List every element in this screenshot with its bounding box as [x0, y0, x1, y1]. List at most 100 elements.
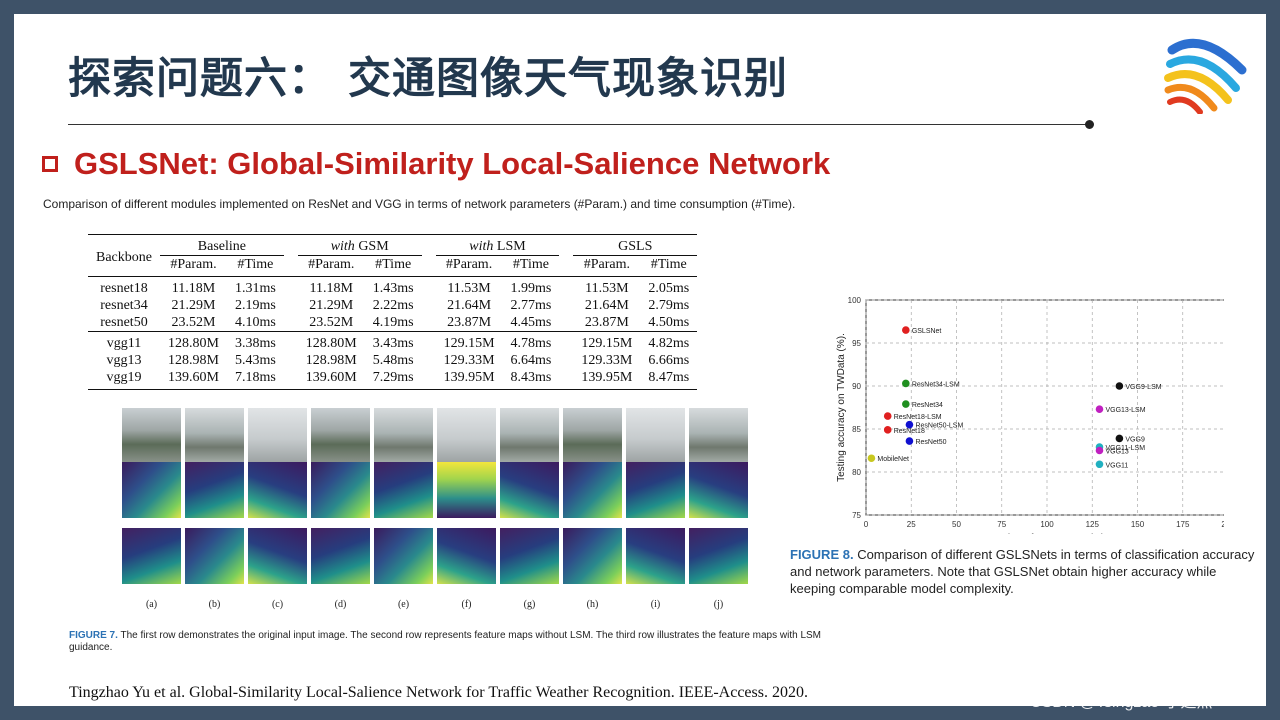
feature-map: [626, 462, 685, 518]
feature-map: [437, 462, 496, 518]
data-point: [1095, 405, 1104, 414]
divider-dot: [1085, 120, 1094, 129]
point-label: ResNet34-LSM: [912, 381, 960, 388]
y-axis-label: Testing accuracy on TWData (%).: [836, 333, 847, 482]
table-cell: 1.31ms: [226, 276, 284, 297]
table-row: vgg19 139.60M 7.18ms 139.60M 7.29ms 139.95M 8.…: [88, 369, 698, 390]
plot-frame: [865, 299, 1224, 516]
feature-map: [311, 528, 370, 584]
x-tick-label: 150: [1131, 520, 1145, 529]
sublabel: (b): [208, 599, 221, 610]
feature-map: [626, 528, 685, 584]
point-label: MobileNet: [877, 456, 909, 463]
sublabel: (e): [397, 599, 410, 610]
feature-map: [689, 462, 748, 518]
table-header-row: Backbone Baseline with GSM with LSM GSLS: [88, 234, 698, 277]
table-row: resnet18 11.18M 1.31ms 11.18M 1.43ms 11.53M 1.…: [88, 276, 698, 297]
feature-map: [437, 528, 496, 584]
table-cell: 21.29M: [309, 298, 354, 313]
table-cell: 8.47ms: [640, 369, 698, 390]
sublabel: (a): [145, 599, 158, 610]
feature-map: [122, 528, 181, 584]
point-label: ResNet50-LSM: [915, 423, 963, 430]
feature-map: [122, 462, 181, 518]
x-tick-label: 125: [1086, 520, 1100, 529]
table-cell: 139.95M: [435, 369, 503, 390]
data-point: [883, 426, 892, 434]
table-cell: 129.33M: [443, 353, 495, 368]
sublabel: (i): [650, 599, 661, 610]
reference-citation: Tingzhao Yu et al. Global-Similarity Loc…: [69, 684, 808, 701]
backbone-cell: vgg11: [88, 331, 160, 352]
table-cell: 2.19ms: [234, 298, 276, 313]
table-cell: 3.43ms: [364, 331, 422, 352]
input-image: [374, 408, 433, 464]
table-cell: 4.78ms: [502, 331, 560, 352]
sublabel: (h): [586, 599, 599, 610]
table-cell: 11.53M: [435, 276, 503, 297]
x-tick-label: 75: [997, 520, 1006, 529]
table-cell: 2.77ms: [510, 298, 552, 313]
input-image: [500, 408, 559, 464]
backbone-cell: resnet50: [100, 315, 148, 330]
point-label: ResNet50: [915, 439, 946, 446]
lsm-feature-maps-row: [122, 528, 748, 584]
sublabel: (c): [271, 599, 284, 610]
data-point: [905, 437, 914, 445]
table-cell: 21.64M: [584, 298, 629, 313]
feature-map: [374, 528, 433, 584]
point-label: ResNet34: [912, 402, 943, 409]
table-cell: 11.53M: [573, 276, 641, 297]
backbone-cell: vgg13: [106, 353, 142, 368]
input-image: [563, 408, 622, 464]
table-cell: 4.45ms: [510, 315, 552, 330]
feature-map: [563, 528, 622, 584]
table-cell: 6.66ms: [648, 353, 690, 368]
input-image: [122, 408, 181, 464]
table-cell: 2.22ms: [372, 298, 414, 313]
logo-icon: [1164, 38, 1247, 114]
sublabel: (d): [334, 599, 347, 610]
data-point: [905, 420, 914, 429]
table-row: resnet34 21.29M 2.19ms 21.29M 2.22ms 21.64M 2.…: [88, 297, 697, 314]
table-cell: 4.82ms: [640, 331, 698, 352]
table-cell: 21.29M: [171, 298, 216, 313]
title-divider: [68, 124, 1088, 125]
feature-map: [500, 528, 559, 584]
sublabel: (f): [461, 599, 472, 610]
table-cell: 11.18M: [297, 276, 365, 297]
table-cell: 139.95M: [573, 369, 641, 390]
sublabel: (g): [523, 599, 536, 610]
table-cell: 3.38ms: [226, 331, 284, 352]
table-cell: 6.64ms: [510, 353, 552, 368]
table-cell: 129.33M: [581, 353, 633, 368]
data-point: [1095, 460, 1104, 469]
feature-map: [248, 528, 307, 584]
data-point: [1115, 382, 1124, 390]
y-tick-label: 75: [852, 511, 861, 520]
feature-map: [185, 462, 244, 518]
point-label: ResNet18: [894, 428, 925, 435]
input-image: [437, 408, 496, 464]
point-label: ResNet18-LSM: [894, 414, 942, 421]
backbone-header: Backbone: [88, 234, 160, 277]
feature-map: [563, 462, 622, 518]
x-tick-label: 100: [1040, 520, 1054, 529]
backbone-cell: resnet18: [88, 276, 160, 297]
slide: 探索问题六： 交通图像天气现象识别 GSLSNet: Global-Simila…: [14, 14, 1266, 706]
table-caption: Comparison of different modules implemen…: [43, 197, 796, 211]
backbone-cell: vgg19: [88, 369, 160, 390]
feature-map: [248, 462, 307, 518]
y-tick-label: 90: [852, 382, 861, 391]
table-cell: 8.43ms: [502, 369, 560, 390]
figure7-caption: FIGURE 7. The first row demonstrates the…: [69, 630, 829, 654]
y-tick-label: 85: [852, 425, 861, 434]
figure7-label: FIGURE 7.: [69, 630, 118, 641]
slide-title: 探索问题六： 交通图像天气现象识别: [68, 54, 788, 104]
group-header: GSLS: [573, 234, 698, 256]
point-label: VGG9: [1125, 436, 1145, 443]
table-cell: 23.87M: [447, 315, 492, 330]
feature-map: [311, 462, 370, 518]
x-axis-label: Number of parameters (M).: [987, 533, 1108, 534]
point-label: VGG9-LSM: [1125, 384, 1161, 391]
